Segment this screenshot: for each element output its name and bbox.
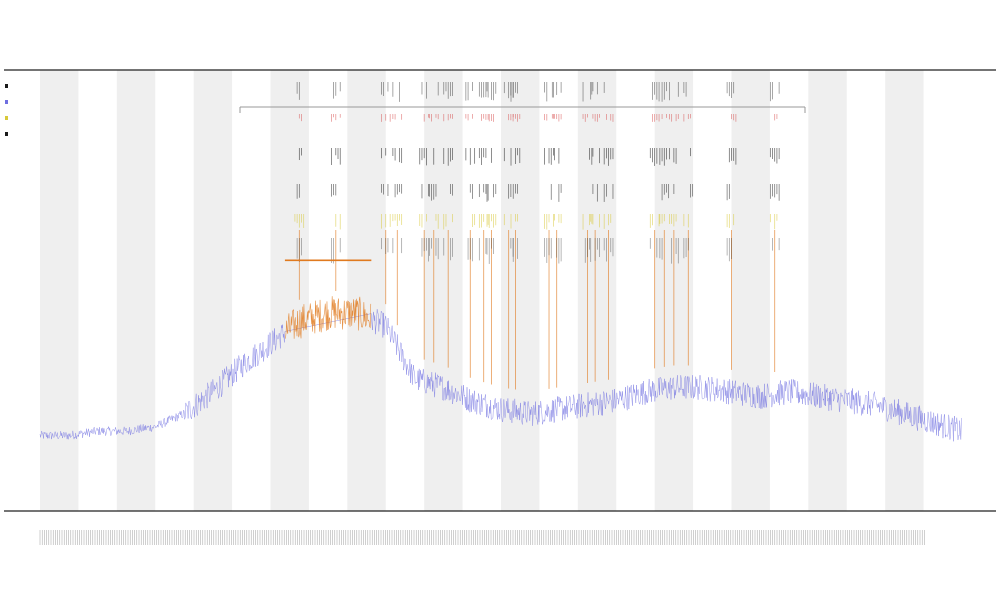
- event-markers: [239, 82, 806, 264]
- event-lines: [298, 230, 776, 390]
- background-band: [40, 70, 79, 511]
- series-line-highlight: [285, 296, 372, 339]
- legend-swatch: [5, 84, 8, 88]
- background-band: [577, 70, 617, 511]
- background-bands: [40, 70, 924, 511]
- background-band: [193, 70, 233, 511]
- background-band: [731, 70, 770, 511]
- background-band: [808, 70, 847, 511]
- series-line-main: [39, 309, 962, 442]
- axes: [4, 69, 996, 512]
- background-band: [116, 70, 156, 511]
- legend-swatch: [5, 132, 8, 136]
- legend-swatch: [5, 100, 8, 104]
- legend: [5, 84, 8, 136]
- background-band: [424, 70, 463, 511]
- background-band: [347, 70, 386, 511]
- series-lines: [39, 259, 962, 442]
- legend-swatch: [5, 116, 8, 120]
- background-band: [501, 70, 540, 511]
- background-band: [885, 70, 924, 511]
- background-band: [270, 70, 309, 511]
- x-tick-labels: [39, 530, 925, 545]
